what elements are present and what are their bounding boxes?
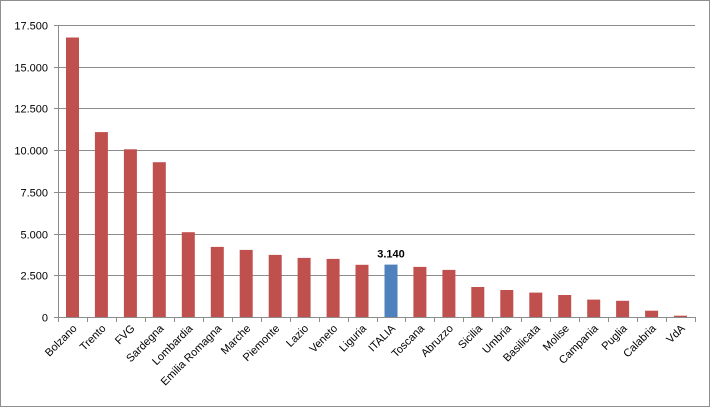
data-label: 3.140 [377, 249, 405, 261]
bar-umbria [500, 290, 514, 317]
x-tick-label: Calabria [621, 322, 659, 360]
bar-veneto [326, 258, 340, 317]
bar-lombardia [181, 232, 195, 317]
bar-lazio [297, 257, 311, 317]
y-tick-label: 7.500 [20, 188, 48, 200]
bar-calabria [645, 310, 659, 317]
x-tick-label: Bolzano [43, 323, 80, 360]
bar-vda [674, 315, 687, 317]
y-tick-label: 5.000 [20, 230, 48, 242]
x-tick-label: Lazio [284, 323, 311, 350]
bar-trento [94, 132, 108, 317]
bar-bolzano [66, 37, 79, 317]
bar-emilia-romagna [210, 246, 224, 317]
bar-puglia [616, 300, 630, 317]
y-tick-label: 2.500 [20, 271, 48, 283]
labels: 0 2.500 5.000 7.500 10.000 12.500 15.000 17.500… [14, 21, 688, 389]
bars [66, 37, 687, 317]
x-tick-label: Liguria [337, 322, 369, 354]
bar-molise [558, 295, 572, 317]
bar-liguria [355, 264, 369, 317]
axes [54, 25, 696, 322]
bar-fvg [123, 149, 137, 317]
bar-sicilia [471, 287, 485, 317]
x-tick-label: Veneto [307, 323, 340, 356]
y-tick-label: 12.500 [14, 104, 48, 116]
bar-basilicata [529, 292, 543, 317]
x-tick-label: Abruzzo [419, 323, 456, 360]
y-tick-label: 0 [42, 313, 48, 325]
bar-marche [239, 249, 253, 317]
y-tick-label: 10.000 [14, 146, 48, 158]
bar-abruzzo [442, 269, 456, 317]
bar-piemonte [268, 254, 282, 317]
bar-toscana [413, 266, 427, 317]
y-tick-label: 17.500 [14, 21, 48, 33]
x-tick-label: FVG [113, 323, 137, 347]
bar-italia [384, 264, 398, 317]
y-tick-label: 15.000 [14, 63, 48, 75]
x-tick-label: VdA [664, 322, 688, 346]
x-tick-label: Trento [78, 323, 109, 354]
bar-sardegna [152, 162, 166, 317]
bar-campania [587, 299, 601, 317]
